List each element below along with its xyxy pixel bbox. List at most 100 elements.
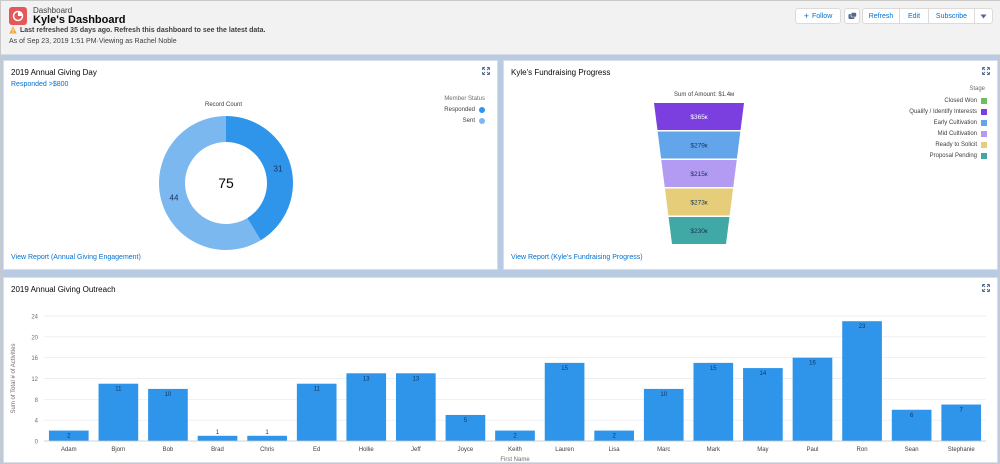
bar-jeff[interactable] <box>396 373 436 441</box>
follow-label: Follow <box>812 12 833 20</box>
legend-label: Qualify / Identify Interests <box>909 109 977 115</box>
x-axis-title: First Name <box>500 457 530 462</box>
legend-swatch <box>981 153 987 159</box>
bar-value-label: 11 <box>314 387 321 393</box>
y-tick-label: 20 <box>31 335 38 341</box>
warning-icon <box>9 26 17 34</box>
x-tick-label: Joyce <box>458 447 474 453</box>
expand-icon[interactable] <box>982 284 990 292</box>
expand-icon[interactable] <box>982 67 990 75</box>
bar-value-label: 10 <box>660 392 667 398</box>
donut-slice-responded[interactable] <box>226 116 293 241</box>
funnel-segment-label: $215к <box>690 171 707 178</box>
bar-mark[interactable] <box>693 362 734 441</box>
refresh-button[interactable]: Refresh <box>862 8 900 24</box>
legend-title: Member Status <box>444 96 485 102</box>
donut-chart[interactable]: 31 44 75 <box>154 111 299 256</box>
legend-label: Mid Cultivation <box>937 131 977 137</box>
bar-lauren[interactable] <box>544 362 585 441</box>
legend-item-stage[interactable]: Mid Cultivation <box>938 131 987 137</box>
collaborate-icon <box>848 12 857 19</box>
view-report-link[interactable]: View Report (Kyle's Fundraising Progress… <box>511 254 643 261</box>
bar-stephanie[interactable] <box>941 404 982 441</box>
funnel-segment[interactable] <box>661 160 737 187</box>
edit-button[interactable]: Edit <box>900 8 929 24</box>
bar-hollie[interactable] <box>346 373 387 441</box>
x-tick-label: Ed <box>313 447 320 453</box>
bar-adam[interactable] <box>48 430 89 441</box>
view-report-link[interactable]: View Report (Annual Giving Engagement) <box>11 254 141 261</box>
legend-item-stage[interactable]: Early Cultivation <box>934 120 987 126</box>
donut-slice-sent[interactable] <box>158 116 261 251</box>
donut-center-total: 75 <box>218 175 234 191</box>
funnel-segment-label: $273к <box>690 200 707 207</box>
funnel-segment[interactable] <box>654 103 744 130</box>
legend-item-stage[interactable]: Closed Won <box>944 98 987 104</box>
collaborate-button[interactable] <box>844 8 860 24</box>
bar-value-label: 1 <box>265 430 269 436</box>
bar-value-label: 2 <box>67 434 71 440</box>
x-tick-label: May <box>757 447 768 453</box>
dashboard-logo-icon <box>9 7 27 25</box>
giving-day-card: 2019 Annual Giving Day Responded >$800 R… <box>3 60 498 270</box>
subscribe-label: Subscribe <box>935 12 968 20</box>
bar-lisa[interactable] <box>594 430 634 441</box>
bar-paul[interactable] <box>792 357 833 441</box>
bar-chris[interactable] <box>247 435 287 441</box>
legend-label: Responded <box>444 107 475 113</box>
breadcrumb[interactable]: Dashboard <box>33 6 73 15</box>
bar-keith[interactable] <box>495 430 535 441</box>
funnel-segment[interactable] <box>664 188 734 216</box>
outreach-card: 2019 Annual Giving Outreach 0 4 8 12 16 20 24 S… <box>3 277 998 463</box>
legend-item-stage[interactable]: Ready to Solicit <box>935 142 987 148</box>
more-actions-button[interactable] <box>975 8 993 24</box>
legend-item-stage[interactable]: Qualify / Identify Interests <box>909 109 987 115</box>
bar-bjorn[interactable] <box>98 383 139 441</box>
x-tick-label: Bob <box>163 447 174 453</box>
legend-item-responded[interactable]: Responded <box>444 107 485 113</box>
x-tick-label: Ron <box>857 447 868 453</box>
chevron-down-icon <box>980 14 987 18</box>
legend-label: Proposal Pending <box>929 153 977 159</box>
bar-brad[interactable] <box>197 435 238 441</box>
bar-value-label: 13 <box>412 376 419 382</box>
x-tick-label: Bjorn <box>111 447 125 453</box>
donut-slice-label: 31 <box>274 164 283 173</box>
x-tick-label: Mark <box>707 447 721 453</box>
expand-icon[interactable] <box>482 67 490 75</box>
x-tick-label: Keith <box>508 447 522 453</box>
bar-marc[interactable] <box>643 388 684 441</box>
funnel-chart[interactable]: $365к $279к $215к $273к $230к <box>644 103 754 251</box>
legend-swatch <box>981 131 987 137</box>
bar-joyce[interactable] <box>445 414 486 441</box>
legend-item-stage[interactable]: Proposal Pending <box>930 153 987 159</box>
funnel-segment[interactable] <box>657 131 741 159</box>
plus-icon: + <box>803 11 810 21</box>
edit-label: Edit <box>907 12 921 20</box>
bar-value-label: 16 <box>809 361 816 367</box>
x-tick-label: Stephanie <box>948 447 976 453</box>
funnel-segment[interactable] <box>668 217 730 244</box>
bar-value-label: 15 <box>710 366 717 372</box>
bar-value-label: 23 <box>859 324 866 330</box>
legend-item-sent[interactable]: Sent <box>463 118 485 124</box>
bar-ed[interactable] <box>296 383 337 441</box>
card-title: Kyle's Fundraising Progress <box>511 68 611 77</box>
x-tick-label: Chris <box>260 447 274 453</box>
dashboard-header: Dashboard Kyle's Dashboard Last refreshe… <box>1 1 1000 55</box>
x-tick-label: Sean <box>905 447 919 453</box>
bar-may[interactable] <box>743 368 783 441</box>
bar-sean[interactable] <box>891 409 932 441</box>
card-filter: Responded >$800 <box>11 81 69 88</box>
follow-button[interactable]: + Follow <box>795 8 841 24</box>
bar-ron[interactable] <box>842 321 882 441</box>
legend-swatch <box>479 118 485 124</box>
bar-value-label: 6 <box>910 413 914 419</box>
bar-value-label: 10 <box>165 392 172 398</box>
legend-swatch <box>981 142 987 148</box>
bar-bob[interactable] <box>148 388 188 441</box>
y-axis-title: Sum of Total # of Activities <box>11 344 17 414</box>
subscribe-button[interactable]: Subscribe <box>929 8 975 24</box>
bar-value-label: 15 <box>561 366 568 372</box>
